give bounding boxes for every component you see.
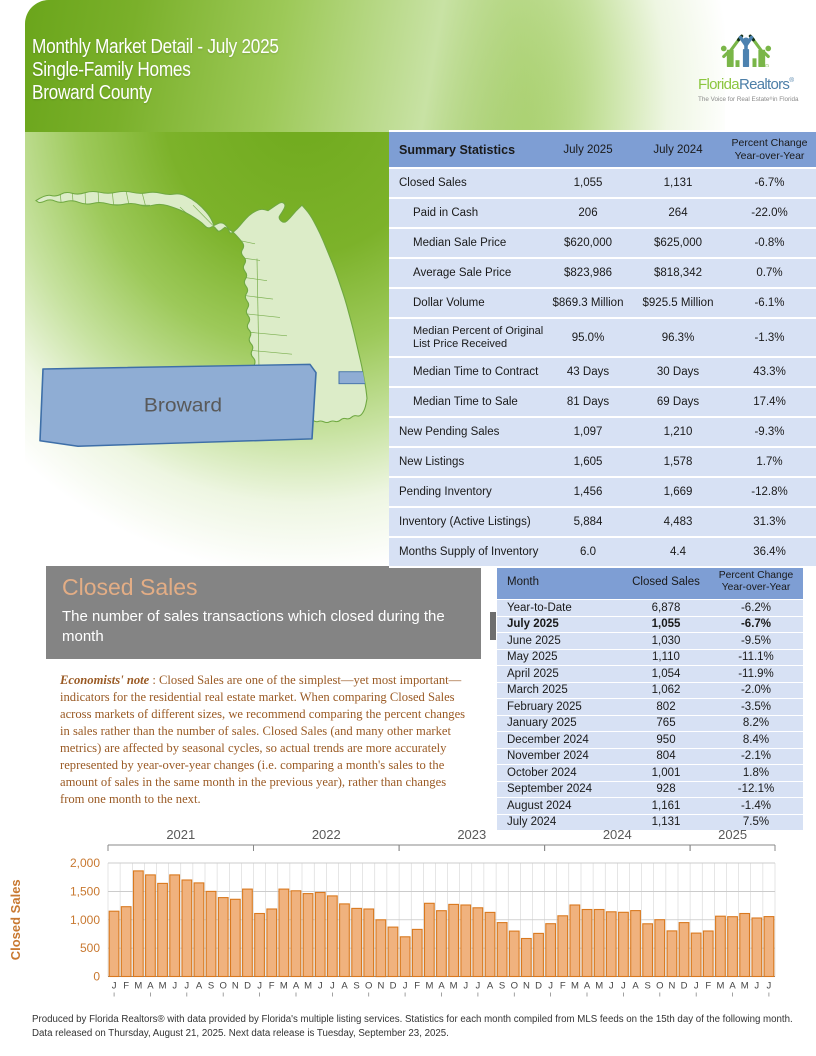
svg-text:J: J (318, 981, 323, 992)
svg-text:N: N (232, 981, 239, 992)
svg-text:J: J (172, 981, 177, 992)
svg-text:J: J (767, 981, 772, 992)
svg-text:J: J (476, 981, 481, 992)
svg-text:S: S (208, 981, 214, 992)
svg-text:2021: 2021 (166, 827, 195, 842)
svg-text:2,000: 2,000 (70, 856, 100, 870)
svg-text:M: M (595, 981, 603, 992)
svg-text:O: O (220, 981, 227, 992)
svg-text:M: M (304, 981, 312, 992)
svg-text:A: A (147, 981, 154, 992)
svg-text:F: F (560, 981, 566, 992)
svg-text:S: S (499, 981, 505, 992)
svg-text:J: J (463, 981, 468, 992)
svg-text:F: F (269, 981, 275, 992)
svg-text:J: J (403, 981, 408, 992)
svg-text:F: F (123, 981, 129, 992)
svg-text:J: J (694, 981, 699, 992)
svg-text:M: M (425, 981, 433, 992)
svg-text:J: J (330, 981, 335, 992)
svg-text:M: M (450, 981, 458, 992)
svg-text:N: N (668, 981, 675, 992)
svg-text:A: A (729, 981, 736, 992)
svg-text:D: D (535, 981, 542, 992)
svg-text:M: M (159, 981, 167, 992)
svg-text:D: D (244, 981, 251, 992)
svg-text:O: O (656, 981, 663, 992)
svg-text:A: A (196, 981, 203, 992)
svg-text:J: J (609, 981, 614, 992)
svg-text:J: J (112, 981, 117, 992)
svg-text:O: O (365, 981, 372, 992)
svg-text:2022: 2022 (312, 827, 341, 842)
svg-text:A: A (293, 981, 300, 992)
svg-text:N: N (377, 981, 384, 992)
svg-text:2025: 2025 (718, 827, 747, 842)
svg-text:A: A (487, 981, 494, 992)
svg-text:D: D (390, 981, 397, 992)
svg-text:2023: 2023 (457, 827, 486, 842)
svg-text:S: S (645, 981, 651, 992)
svg-text:A: A (438, 981, 445, 992)
svg-text:F: F (414, 981, 420, 992)
svg-text:J: J (184, 981, 189, 992)
svg-text:S: S (353, 981, 359, 992)
svg-text:D: D (681, 981, 688, 992)
svg-text:J: J (257, 981, 262, 992)
svg-text:1,000: 1,000 (70, 913, 100, 927)
svg-text:O: O (511, 981, 518, 992)
svg-text:A: A (584, 981, 591, 992)
svg-text:M: M (280, 981, 288, 992)
svg-text:M: M (134, 981, 142, 992)
svg-text:0: 0 (93, 970, 100, 984)
svg-text:F: F (705, 981, 711, 992)
svg-text:M: M (741, 981, 749, 992)
svg-text:2024: 2024 (603, 827, 632, 842)
svg-text:N: N (523, 981, 530, 992)
svg-text:Closed Sales: Closed Sales (8, 879, 23, 960)
svg-text:A: A (632, 981, 639, 992)
svg-text:M: M (716, 981, 724, 992)
svg-text:®: ® (766, 65, 768, 67)
svg-text:J: J (621, 981, 626, 992)
svg-text:J: J (754, 981, 759, 992)
svg-text:J: J (548, 981, 553, 992)
svg-text:M: M (571, 981, 579, 992)
svg-text:1,500: 1,500 (70, 884, 100, 898)
svg-text:500: 500 (80, 941, 100, 955)
svg-text:A: A (341, 981, 348, 992)
